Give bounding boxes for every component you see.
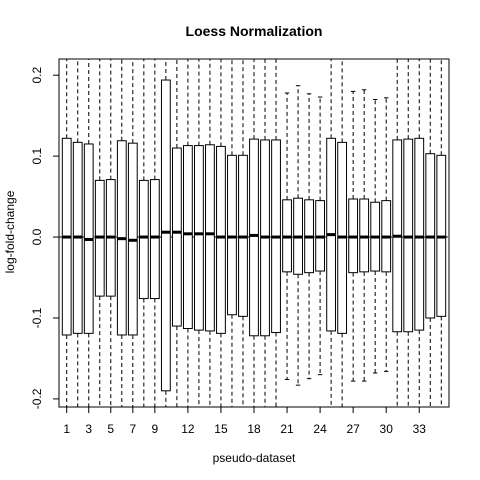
y-tick-label: 0.0 [30,228,44,245]
box-10 [161,59,170,407]
box-28-iqr [360,199,369,272]
box-18-iqr [250,139,259,336]
y-tick-label: 0.2 [30,67,44,84]
box-16-iqr [228,155,237,314]
x-tick-label: 30 [380,422,394,436]
y-tick-label: 0.1 [30,147,44,164]
x-tick-label: 1 [63,422,70,436]
x-tick-label: 24 [313,422,327,436]
y-tick-label: -0.2 [30,388,44,409]
x-tick-label: 21 [280,422,294,436]
x-tick-label: 5 [107,422,114,436]
y-axis-label: log-fold-change [3,190,17,273]
box-9-iqr [150,180,159,299]
x-tick-label: 12 [181,422,195,436]
box-15-iqr [217,146,226,333]
x-tick-label: 15 [214,422,228,436]
x-tick-label: 9 [152,422,159,436]
x-tick-label: 7 [129,422,136,436]
box-11-iqr [172,148,181,326]
box-14-iqr [206,145,215,331]
y-tick-label: -0.1 [30,307,44,328]
box-13-iqr [195,146,204,331]
x-axis-label: pseudo-dataset [213,451,296,465]
chart-title: Loess Normalization [186,23,323,39]
x-tick-label: 33 [413,422,427,436]
x-tick-label: 27 [346,422,360,436]
box-33-iqr [415,138,424,330]
box-8-iqr [139,180,148,298]
x-tick-label: 3 [85,422,92,436]
x-tick-label: 18 [247,422,261,436]
box-32-iqr [404,139,413,332]
box-10-iqr [161,80,170,391]
box-12-iqr [183,146,192,329]
